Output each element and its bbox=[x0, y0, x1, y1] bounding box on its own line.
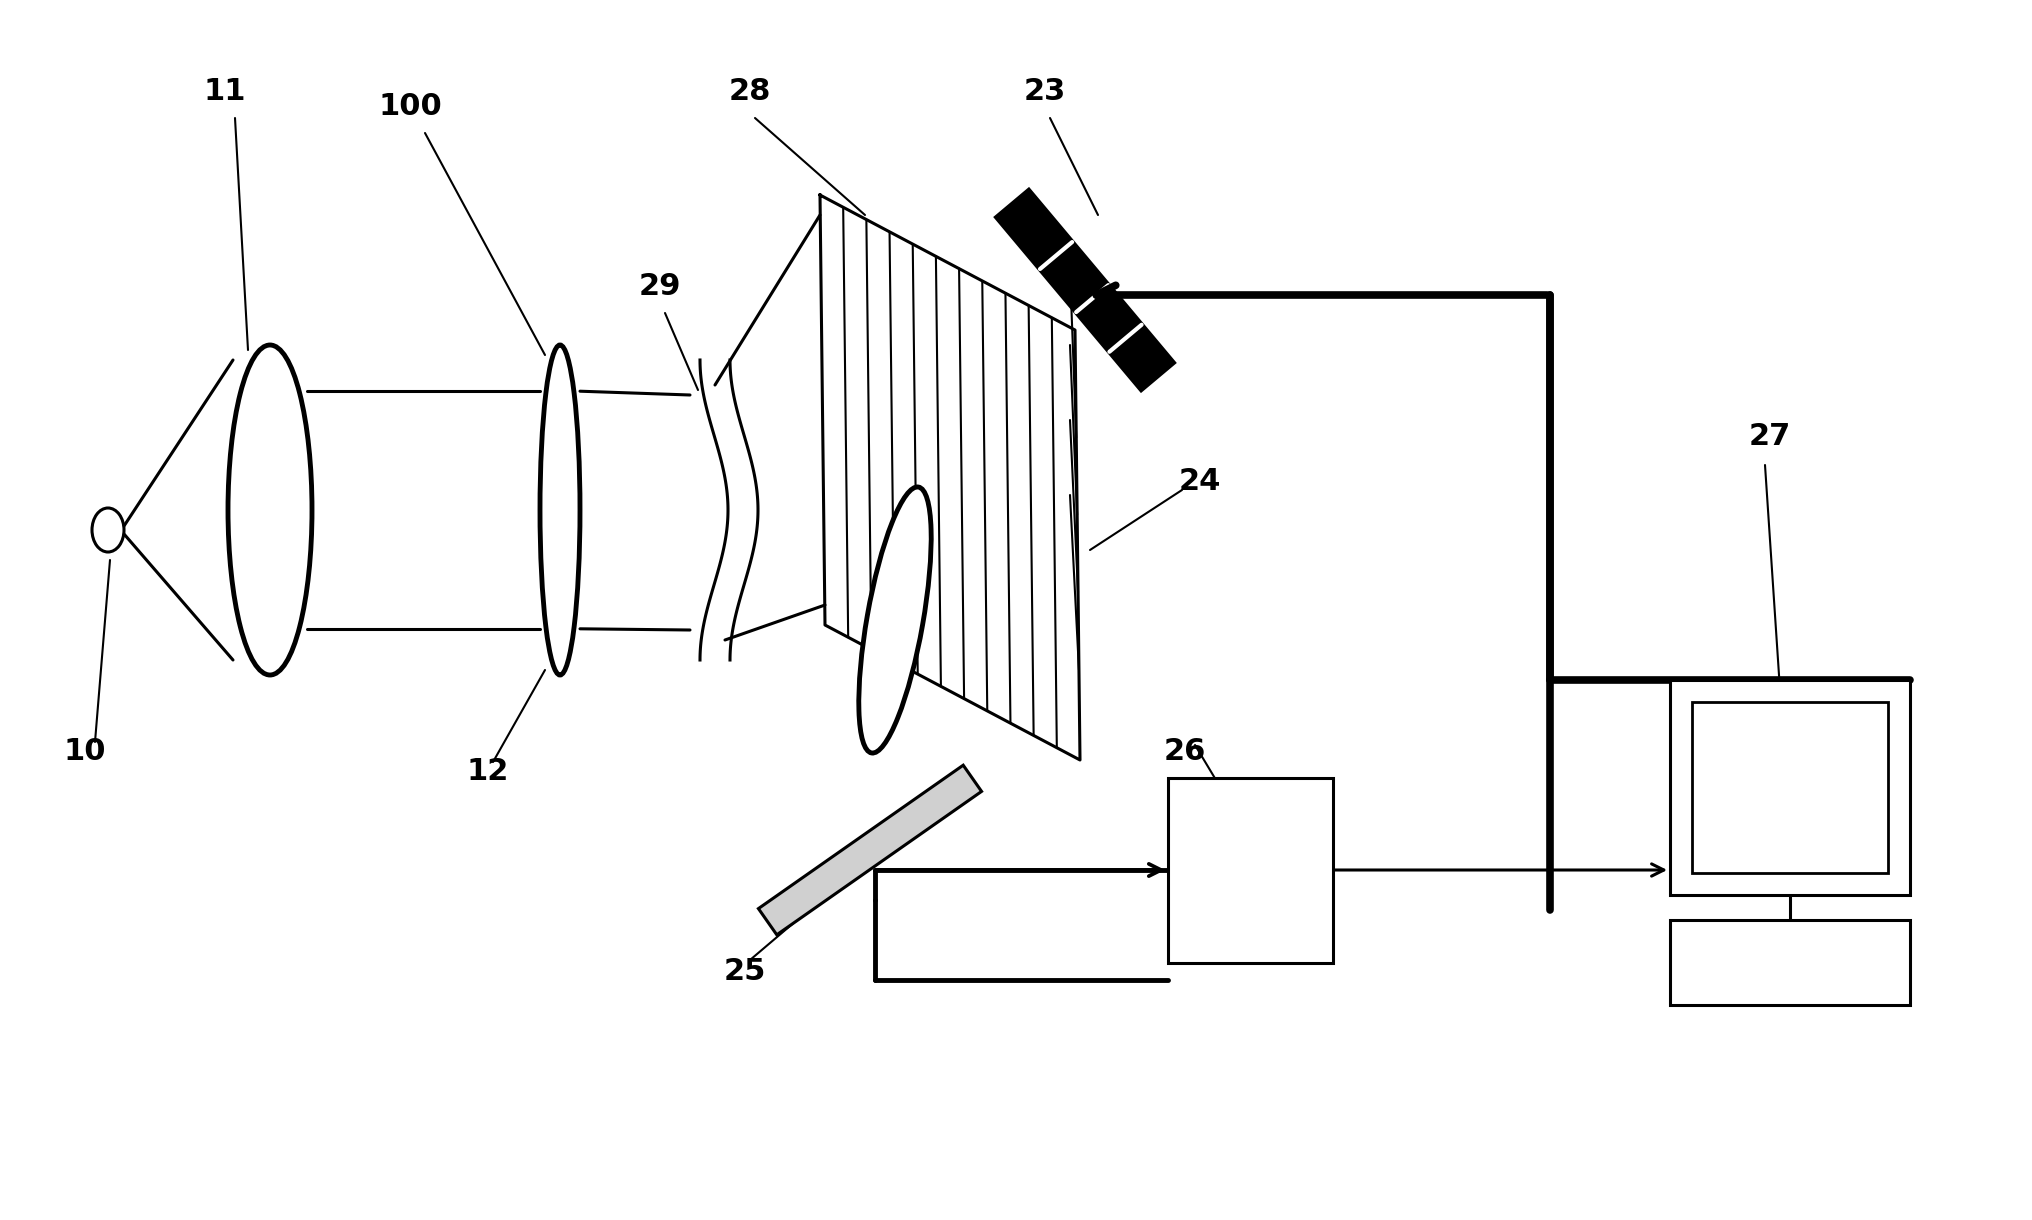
Bar bbox=[1168, 778, 1333, 963]
Polygon shape bbox=[758, 765, 981, 935]
Text: 29: 29 bbox=[638, 272, 681, 301]
Text: 100: 100 bbox=[378, 92, 441, 121]
Bar bbox=[1693, 702, 1888, 874]
Text: 27: 27 bbox=[1750, 422, 1790, 451]
Polygon shape bbox=[996, 190, 1172, 389]
Bar bbox=[1670, 680, 1910, 895]
Text: 24: 24 bbox=[1179, 467, 1221, 497]
Text: 26: 26 bbox=[1164, 737, 1207, 766]
Text: 11: 11 bbox=[203, 77, 246, 106]
Ellipse shape bbox=[541, 345, 579, 675]
Text: 25: 25 bbox=[723, 956, 766, 986]
Ellipse shape bbox=[91, 508, 124, 551]
Text: 28: 28 bbox=[729, 77, 772, 106]
Text: 23: 23 bbox=[1024, 77, 1067, 106]
Text: 12: 12 bbox=[467, 756, 510, 786]
Ellipse shape bbox=[860, 487, 931, 753]
Bar bbox=[1670, 920, 1910, 1005]
Text: 10: 10 bbox=[63, 737, 106, 766]
Ellipse shape bbox=[228, 345, 313, 675]
